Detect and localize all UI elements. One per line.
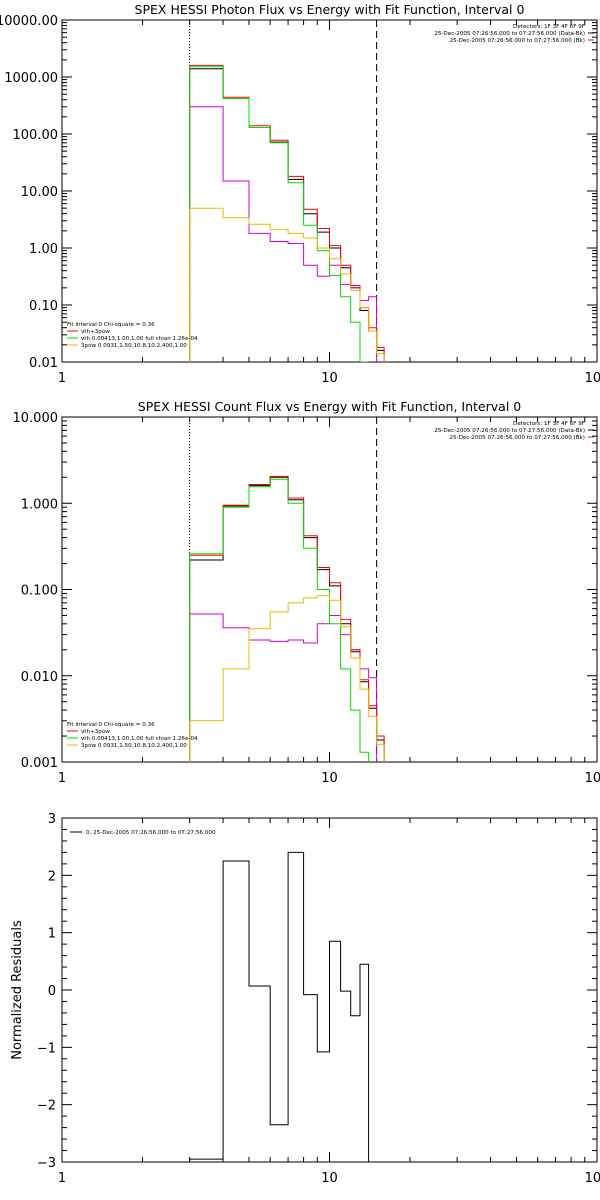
fit-text: vth+3pow bbox=[81, 729, 110, 735]
fit-text: Fit Interval 0 Chi-square = 0.36 bbox=[67, 322, 155, 328]
y-tick-label: 0.10 bbox=[29, 299, 58, 314]
fit-text: vth+3pow bbox=[81, 329, 110, 335]
y-tick-label: 1.00 bbox=[29, 242, 58, 257]
y-tick-label: −2 bbox=[37, 1099, 56, 1114]
x-tick-label: 100 bbox=[585, 771, 600, 786]
y-tick-label: 1000.00 bbox=[4, 71, 58, 86]
y-tick-label: 0.01 bbox=[29, 356, 58, 371]
header-line: 25-Dec-2005 07:26:56.000 to 07:27:56.000… bbox=[449, 38, 585, 44]
fit-text: vth 0.00413,1.00,1.00 full chian 1.26e-0… bbox=[81, 336, 198, 342]
chart-2: 1101003210−1−2−30, 25-Dec-2005 07:26:56.… bbox=[10, 812, 600, 1186]
y-tick-label: 0 bbox=[48, 984, 56, 999]
y-tick-label: 1 bbox=[48, 927, 56, 942]
series-3pow bbox=[189, 595, 385, 762]
y-tick-label: 0.001 bbox=[21, 756, 58, 771]
series-0 bbox=[189, 851, 377, 1162]
chart-1: SPEX HESSI Count Flux vs Energy with Fit… bbox=[13, 399, 600, 786]
y-tick-label: −3 bbox=[37, 1156, 56, 1171]
y-tick-label: 10000.00 bbox=[0, 14, 58, 29]
x-tick-label: 100 bbox=[585, 1171, 600, 1186]
x-tick-label: 10 bbox=[321, 771, 338, 786]
header-line: 25-Dec-2005 07:26:56.000 to 07:27:56.000… bbox=[434, 31, 585, 37]
y-tick-label: 0.010 bbox=[21, 670, 58, 685]
y-tick-label: 10.000 bbox=[13, 411, 59, 426]
y-tick-label: 1.000 bbox=[21, 497, 58, 512]
y-tick-label: 10.00 bbox=[21, 185, 58, 200]
header-line: 25-Dec-2005 07:26:56.000 to 07:27:56.000… bbox=[449, 435, 585, 441]
series-bk bbox=[189, 106, 378, 362]
y-tick-label: 3 bbox=[48, 812, 56, 827]
header-line: Detectors: 1F 3F 4F 6F 9F bbox=[513, 421, 585, 427]
y-tick-label: 0.100 bbox=[21, 584, 58, 599]
x-tick-label: 1 bbox=[58, 1171, 66, 1186]
legend-label: 0, 25-Dec-2005 07:26:56.000 to 07:27:56.… bbox=[86, 830, 216, 836]
header-line: 25-Dec-2005 07:26:56.000 to 07:27:56.000… bbox=[434, 428, 585, 434]
fit-text: 3pow 0.0931,1.50,10.8,10.2,400,1.00 bbox=[81, 743, 187, 749]
plot-frame bbox=[61, 19, 598, 363]
fit-text: vth 0.00413,1.00,1.00 full chian 1.26e-0… bbox=[81, 736, 198, 742]
series-3pow bbox=[189, 207, 385, 362]
x-tick-label: 100 bbox=[585, 371, 600, 386]
series-vth bbox=[189, 65, 369, 362]
series-data-bk bbox=[189, 476, 385, 762]
x-tick-label: 10 bbox=[321, 371, 338, 386]
header-line: Detectors: 1F 3F 4F 6F 9F bbox=[513, 24, 585, 30]
fit-text: 3pow 0.0931,1.50,10.8,10.2,400,1.00 bbox=[81, 343, 187, 349]
chart-title: SPEX HESSI Count Flux vs Energy with Fit… bbox=[138, 399, 521, 414]
x-tick-label: 1 bbox=[58, 771, 66, 786]
chart-title: SPEX HESSI Photon Flux vs Energy with Fi… bbox=[135, 2, 525, 17]
fit-text: Fit Interval 0 Chi-square = 0.36 bbox=[67, 722, 155, 728]
series-data-bk bbox=[189, 68, 385, 362]
y-tick-label: 2 bbox=[48, 869, 56, 884]
series-vth-3pow bbox=[189, 64, 385, 362]
series-bk bbox=[189, 613, 378, 762]
chart-0: SPEX HESSI Photon Flux vs Energy with Fi… bbox=[0, 2, 600, 386]
series-vth bbox=[189, 478, 370, 762]
y-tick-label: 100.00 bbox=[13, 128, 59, 143]
x-tick-label: 10 bbox=[321, 1171, 338, 1186]
x-tick-label: 1 bbox=[58, 371, 66, 386]
series-vth-3pow bbox=[189, 475, 385, 762]
y-tick-label: −1 bbox=[37, 1041, 56, 1056]
y-axis-label: Normalized Residuals bbox=[10, 920, 25, 1060]
